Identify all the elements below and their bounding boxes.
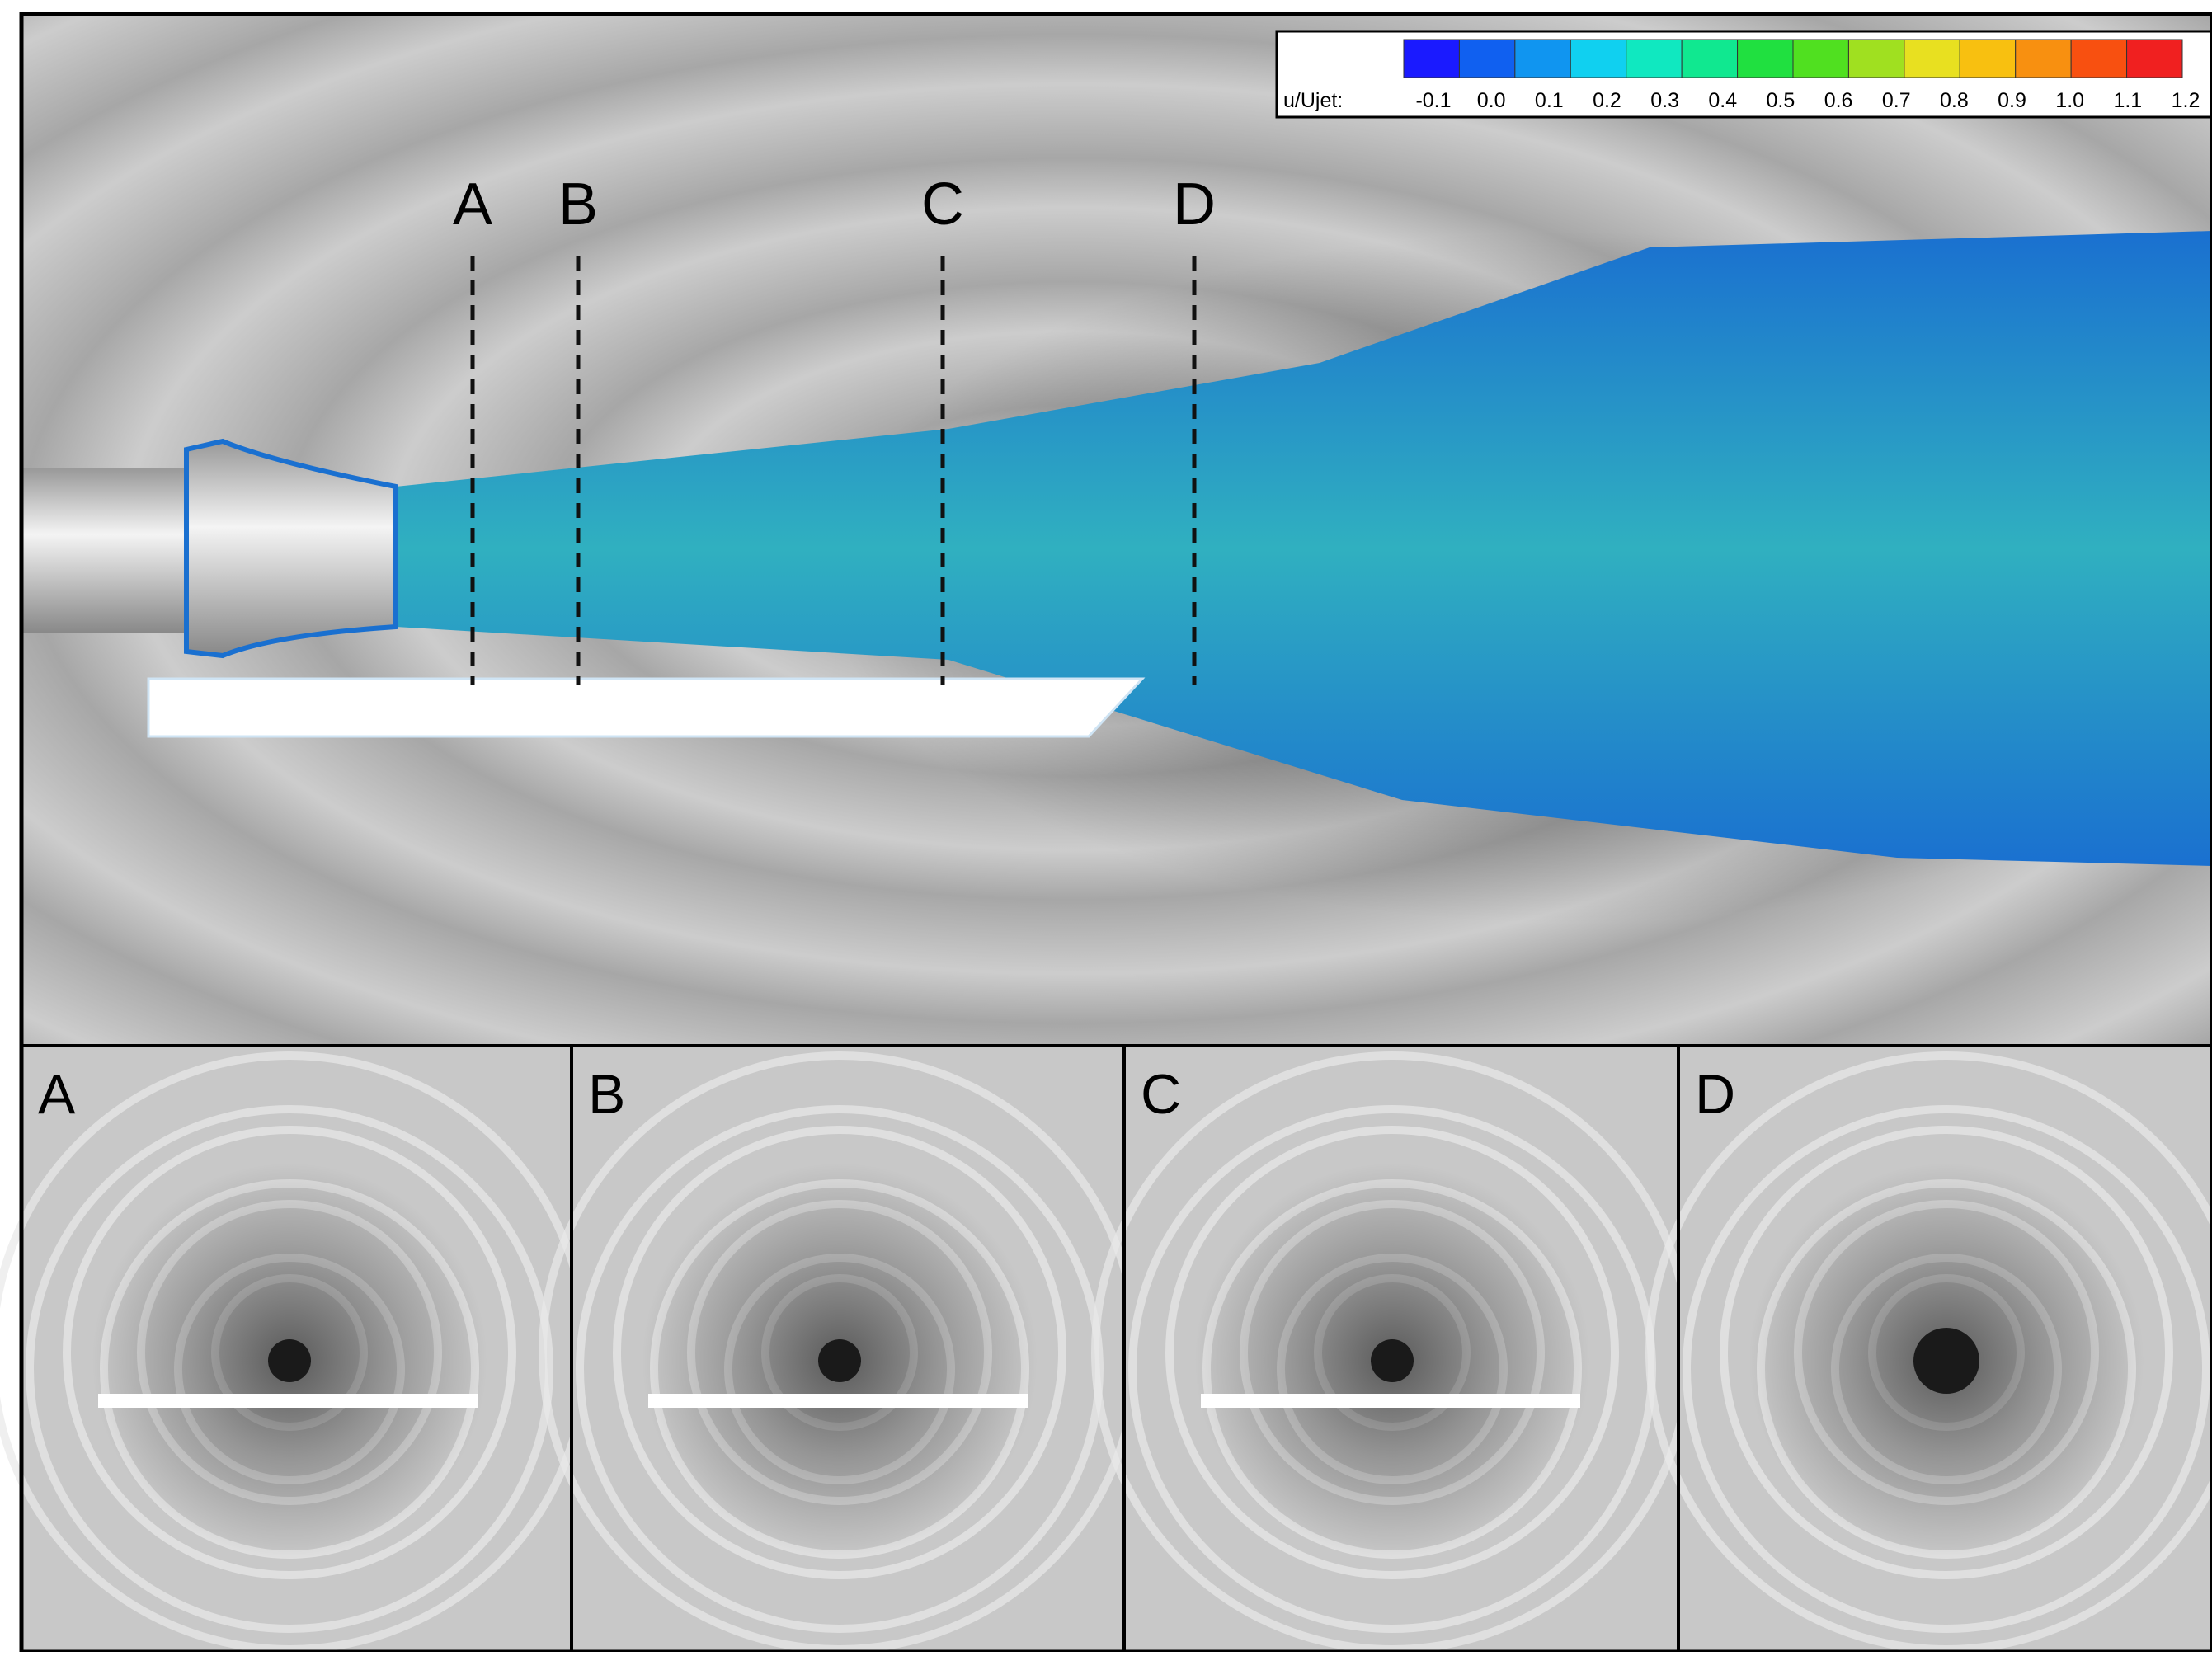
colorbar-tick-label: 0.5 (1767, 89, 1795, 112)
colorbar-cell (1793, 40, 1848, 78)
jet-core (268, 1339, 311, 1382)
section-panels: A B C D (0, 1046, 2212, 1652)
colorbar-cell (2127, 40, 2182, 78)
plate-section (1201, 1394, 1580, 1408)
colorbar-tick-label: -0.1 (1415, 89, 1451, 112)
section-label: C (921, 172, 964, 238)
panel-label: B (588, 1063, 625, 1126)
colorbar-label: u/Ujet: (1283, 89, 1343, 112)
panel-label: A (38, 1063, 76, 1126)
colorbar-tick-label: 1.2 (2172, 89, 2200, 112)
plate (148, 679, 1142, 736)
jet-core (818, 1339, 861, 1382)
colorbar-tick-label: 1.1 (2113, 89, 2142, 112)
panel-label: D (1695, 1063, 1735, 1126)
colorbar-tick-label: 0.1 (1535, 89, 1564, 112)
section-panel: B (543, 1046, 1137, 1652)
colorbar-tick-label: 0.9 (1998, 89, 2026, 112)
jet-core (1913, 1328, 1979, 1394)
colorbar-cell (1738, 40, 1793, 78)
colorbar-cell (1904, 40, 1960, 78)
colorbar-tick-label: 0.8 (1940, 89, 1969, 112)
colorbar-cell (2016, 40, 2071, 78)
section-label: D (1173, 172, 1216, 238)
colorbar-tick-label: 0.6 (1824, 89, 1853, 112)
jet-core (1371, 1339, 1414, 1382)
plate-section (98, 1394, 478, 1408)
colorbar-cell (1682, 40, 1737, 78)
colorbar-cell (1515, 40, 1570, 78)
colorbar-cell (1848, 40, 1904, 78)
colorbar-tick-label: 0.4 (1708, 89, 1737, 112)
colorbar-cell (2071, 40, 2126, 78)
section-label: B (558, 172, 598, 238)
colorbar-tick-label: 1.0 (2055, 89, 2084, 112)
section-panel: A (0, 1046, 586, 1652)
colorbar-tick-label: 0.2 (1593, 89, 1621, 112)
colorbar-tick-label: 0.0 (1477, 89, 1506, 112)
plate-section (648, 1394, 1028, 1408)
nozzle-body (21, 468, 186, 633)
panel-label: C (1141, 1063, 1181, 1126)
section-panel: C (1095, 1046, 1689, 1652)
colorbar-tick-label: 0.3 (1650, 89, 1679, 112)
top-panel (21, 14, 2212, 1044)
section-panel: D (1650, 1046, 2212, 1652)
colorbar-cell (1459, 40, 1514, 78)
colorbar-cell (1570, 40, 1626, 78)
figure: ABCD u/Ujet: -0.10.00.10.20.30.40.50.60.… (0, 0, 2212, 1652)
colorbar-cell (1626, 40, 1682, 78)
colorbar-cell (1404, 40, 1459, 78)
section-label: A (453, 172, 492, 238)
colorbar-cell (1960, 40, 2015, 78)
colorbar-tick-label: 0.7 (1882, 89, 1911, 112)
